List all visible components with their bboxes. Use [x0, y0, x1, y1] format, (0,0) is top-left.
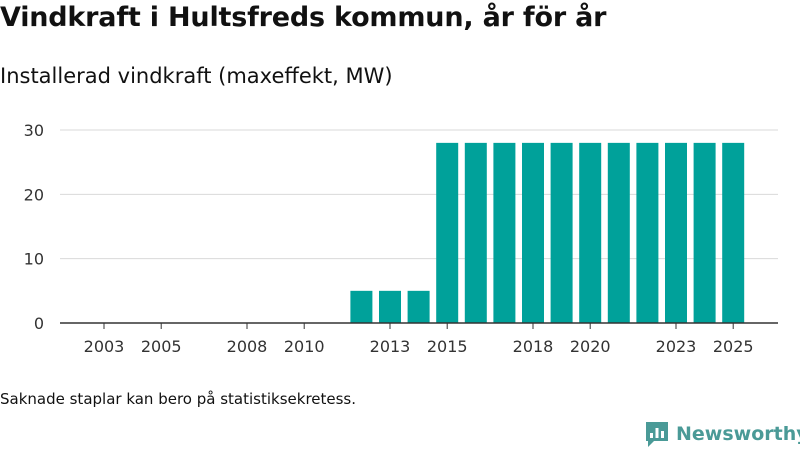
bar-2017 [493, 142, 516, 323]
x-tick-label: 2010 [284, 337, 325, 356]
bar-2018 [522, 142, 544, 323]
x-tick-label: 2015 [427, 337, 468, 356]
y-tick-label: 10 [24, 250, 44, 269]
bar-2025 [722, 142, 745, 323]
bar-2014 [407, 290, 430, 323]
chart-title: Vindkraft i Hultsfreds kommun, år för år [0, 2, 607, 33]
bar-2012 [350, 290, 373, 323]
bar-2015 [436, 142, 459, 323]
bar-2016 [464, 142, 487, 323]
bar-2022 [636, 142, 659, 323]
x-tick-label: 2025 [713, 337, 754, 356]
brand-logo[interactable]: Newsworthy [644, 420, 800, 448]
bar-2021 [607, 142, 630, 323]
y-tick-label: 20 [24, 185, 44, 204]
x-tick-label: 2005 [141, 337, 182, 356]
brand-name: Newsworthy [676, 423, 800, 445]
bar-2013 [379, 290, 401, 323]
x-tick-label: 2018 [513, 337, 554, 356]
bar-2020 [579, 142, 602, 323]
chart-subtitle: Installerad vindkraft (maxeffekt, MW) [0, 64, 393, 88]
x-tick-label: 2003 [84, 337, 125, 356]
y-tick-label: 0 [34, 314, 44, 333]
x-tick-label: 2013 [370, 337, 411, 356]
bar-2023 [665, 142, 687, 323]
bar-2019 [550, 142, 573, 323]
bar-2024 [693, 142, 716, 323]
footnote: Saknade staplar kan bero på statistiksek… [0, 390, 357, 408]
x-tick-label: 2023 [656, 337, 697, 356]
bar-chart: 0 10 20 30 2003 2005 2008 2010 2013 2015 2018 2020 2… [24, 121, 778, 356]
x-tick-label: 2020 [570, 337, 611, 356]
y-tick-label: 30 [24, 121, 44, 140]
x-tick-label: 2008 [227, 337, 268, 356]
newsworthy-logo-icon [646, 422, 668, 447]
